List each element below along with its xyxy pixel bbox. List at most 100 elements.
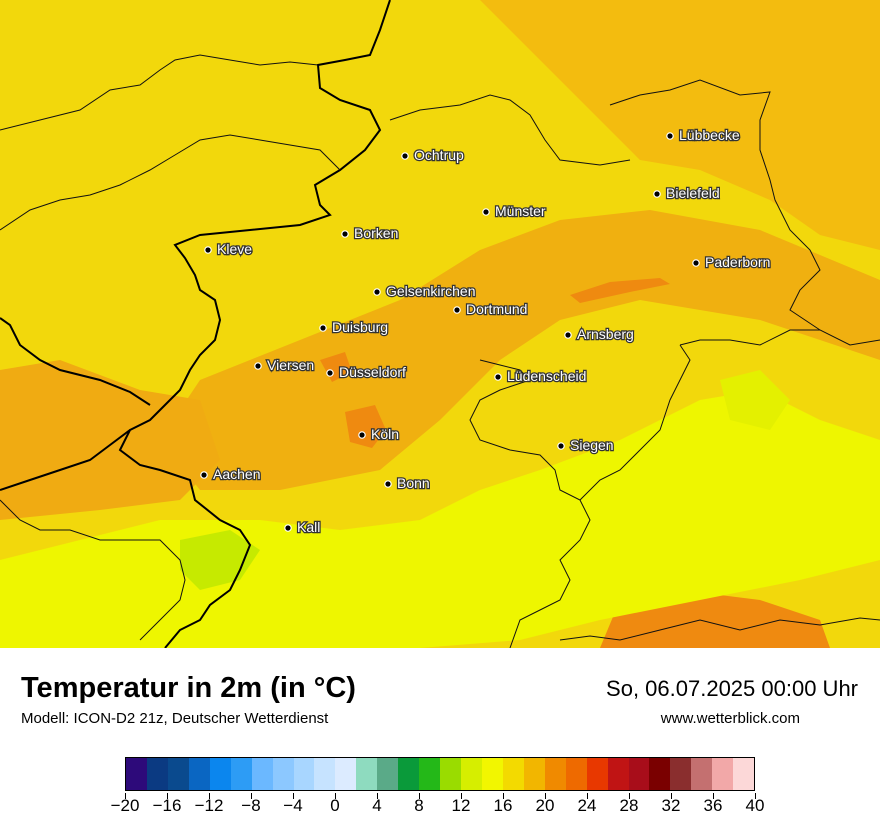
colorbar-segment (649, 758, 671, 790)
city-label: Siegen (570, 437, 614, 453)
regional-border-1 (0, 54, 319, 131)
city-label: Kleve (217, 241, 252, 257)
map-footer: Temperatur in 2m (in °C) Modell: ICON-D2… (0, 648, 880, 830)
city-bonn: Bonn (384, 474, 431, 492)
colorbar-segment (293, 758, 315, 790)
city-koeln: Köln (358, 425, 400, 443)
colorbar-segment (523, 758, 545, 790)
colorbar-segment (461, 758, 482, 790)
colorbar-segment (126, 758, 147, 790)
colorbar-tick (755, 793, 756, 799)
city-aachen: Aachen (200, 465, 262, 483)
colorbar-tick (545, 793, 546, 799)
temp-zone-coolest (180, 530, 260, 590)
city-label: Dortmund (466, 301, 527, 317)
city-layer: Lübbecke Ochtrup Bielefeld Münster Borke… (200, 126, 772, 536)
city-label: Viersen (267, 357, 314, 373)
colorbar-tick-label: 24 (577, 796, 597, 815)
colorbar-segment (230, 758, 252, 790)
colorbar-tick (335, 793, 336, 799)
temp-zone-hot-koeln (345, 405, 386, 448)
colorbar-segment (272, 758, 294, 790)
temp-zone-north (480, 0, 880, 250)
colorbar-tick (671, 793, 672, 799)
colorbar-tick-label: −8 (241, 796, 261, 815)
colorbar-tick (209, 793, 210, 799)
colorbar-tick-label: −4 (283, 796, 303, 815)
city-label: Paderborn (705, 254, 770, 270)
regional-border-9 (0, 499, 186, 641)
colorbar-tick-label: −20 (110, 796, 140, 815)
city-arnsberg: Arnsberg (564, 325, 635, 343)
website-link[interactable]: www.wetterblick.com (660, 710, 800, 727)
city-label: Aachen (213, 466, 260, 482)
city-label: Bonn (397, 475, 430, 491)
city-muenster: Münster (482, 202, 547, 220)
colorbar-tick-label: 8 (414, 796, 424, 815)
colorbar-segment (209, 758, 231, 790)
city-label: Kall (297, 519, 320, 535)
temperature-map: Lübbecke Ochtrup Bielefeld Münster Borke… (0, 0, 880, 649)
city-label: Düsseldorf (339, 364, 406, 380)
city-gelsenkirchen: Gelsenkirchen (373, 282, 477, 300)
colorbar-tick-label: −12 (194, 796, 224, 815)
colorbar-tick-label: 0 (330, 796, 340, 815)
national-border (118, 0, 391, 649)
colorbar-segment (733, 758, 755, 790)
model-info: Modell: ICON-D2 21z, Deutscher Wetterdie… (21, 710, 329, 727)
city-luebbecke: Lübbecke (666, 126, 741, 144)
colorbar-tick (461, 793, 462, 799)
colorbar-segment (502, 758, 524, 790)
city-paderborn: Paderborn (692, 253, 772, 271)
temp-zone-cool-east (720, 370, 790, 430)
colorbar-segment (628, 758, 650, 790)
city-label: Ochtrup (414, 147, 464, 163)
temp-zone-hot-band (570, 278, 670, 303)
colorbar-segment (544, 758, 566, 790)
forecast-datetime: So, 06.07.2025 00:00 Uhr (606, 676, 858, 701)
colorbar-tick-label: 28 (619, 796, 639, 815)
colorbar-tick (419, 793, 420, 799)
colorbar-segment (691, 758, 713, 790)
colorbar-segment (440, 758, 461, 790)
city-duisburg: Duisburg (319, 318, 389, 336)
temp-zone-west (0, 360, 220, 520)
regional-border-5 (679, 329, 820, 346)
colorbar-segment (398, 758, 420, 790)
city-label: Lüdenscheid (507, 368, 586, 384)
colorbar-tick (293, 793, 294, 799)
city-siegen: Siegen (557, 436, 615, 454)
colorbar-segment (356, 758, 378, 790)
map-title: Temperatur in 2m (in °C) (21, 672, 356, 704)
colorbar-tick-label: 20 (535, 796, 555, 815)
colorbar-segment (481, 758, 503, 790)
colorbar-segment (335, 758, 357, 790)
regional-border-8 (559, 617, 880, 641)
city-luedenscheid: Lüdenscheid (494, 367, 588, 385)
colorbar-tick-label: 32 (661, 796, 681, 815)
regional-border-6 (469, 359, 591, 649)
colorbar-segment (251, 758, 273, 790)
city-ochtrup: Ochtrup (401, 146, 465, 164)
colorbar-tick (251, 793, 252, 799)
city-label: Köln (371, 426, 399, 442)
map-svg (0, 0, 880, 649)
colorbar-segment (565, 758, 587, 790)
colorbar-segment (586, 758, 608, 790)
temp-zone-band (160, 210, 880, 490)
temperature-colorbar (125, 757, 755, 791)
colorbar-segment (607, 758, 629, 790)
colorbar-tick-label: −16 (152, 796, 182, 815)
colorbar-tick (629, 793, 630, 799)
colorbar-segment (314, 758, 336, 790)
city-kleve: Kleve (204, 240, 253, 258)
colorbar-tick (167, 793, 168, 799)
colorbar-segment (146, 758, 168, 790)
colorbar-tick (377, 793, 378, 799)
colorbar-segment (419, 758, 441, 790)
border-belgium-netherlands (0, 317, 151, 406)
city-viersen: Viersen (254, 356, 315, 374)
city-label: Arnsberg (577, 326, 634, 342)
colorbar-tick-label: 36 (703, 796, 723, 815)
city-kall: Kall (284, 518, 322, 536)
